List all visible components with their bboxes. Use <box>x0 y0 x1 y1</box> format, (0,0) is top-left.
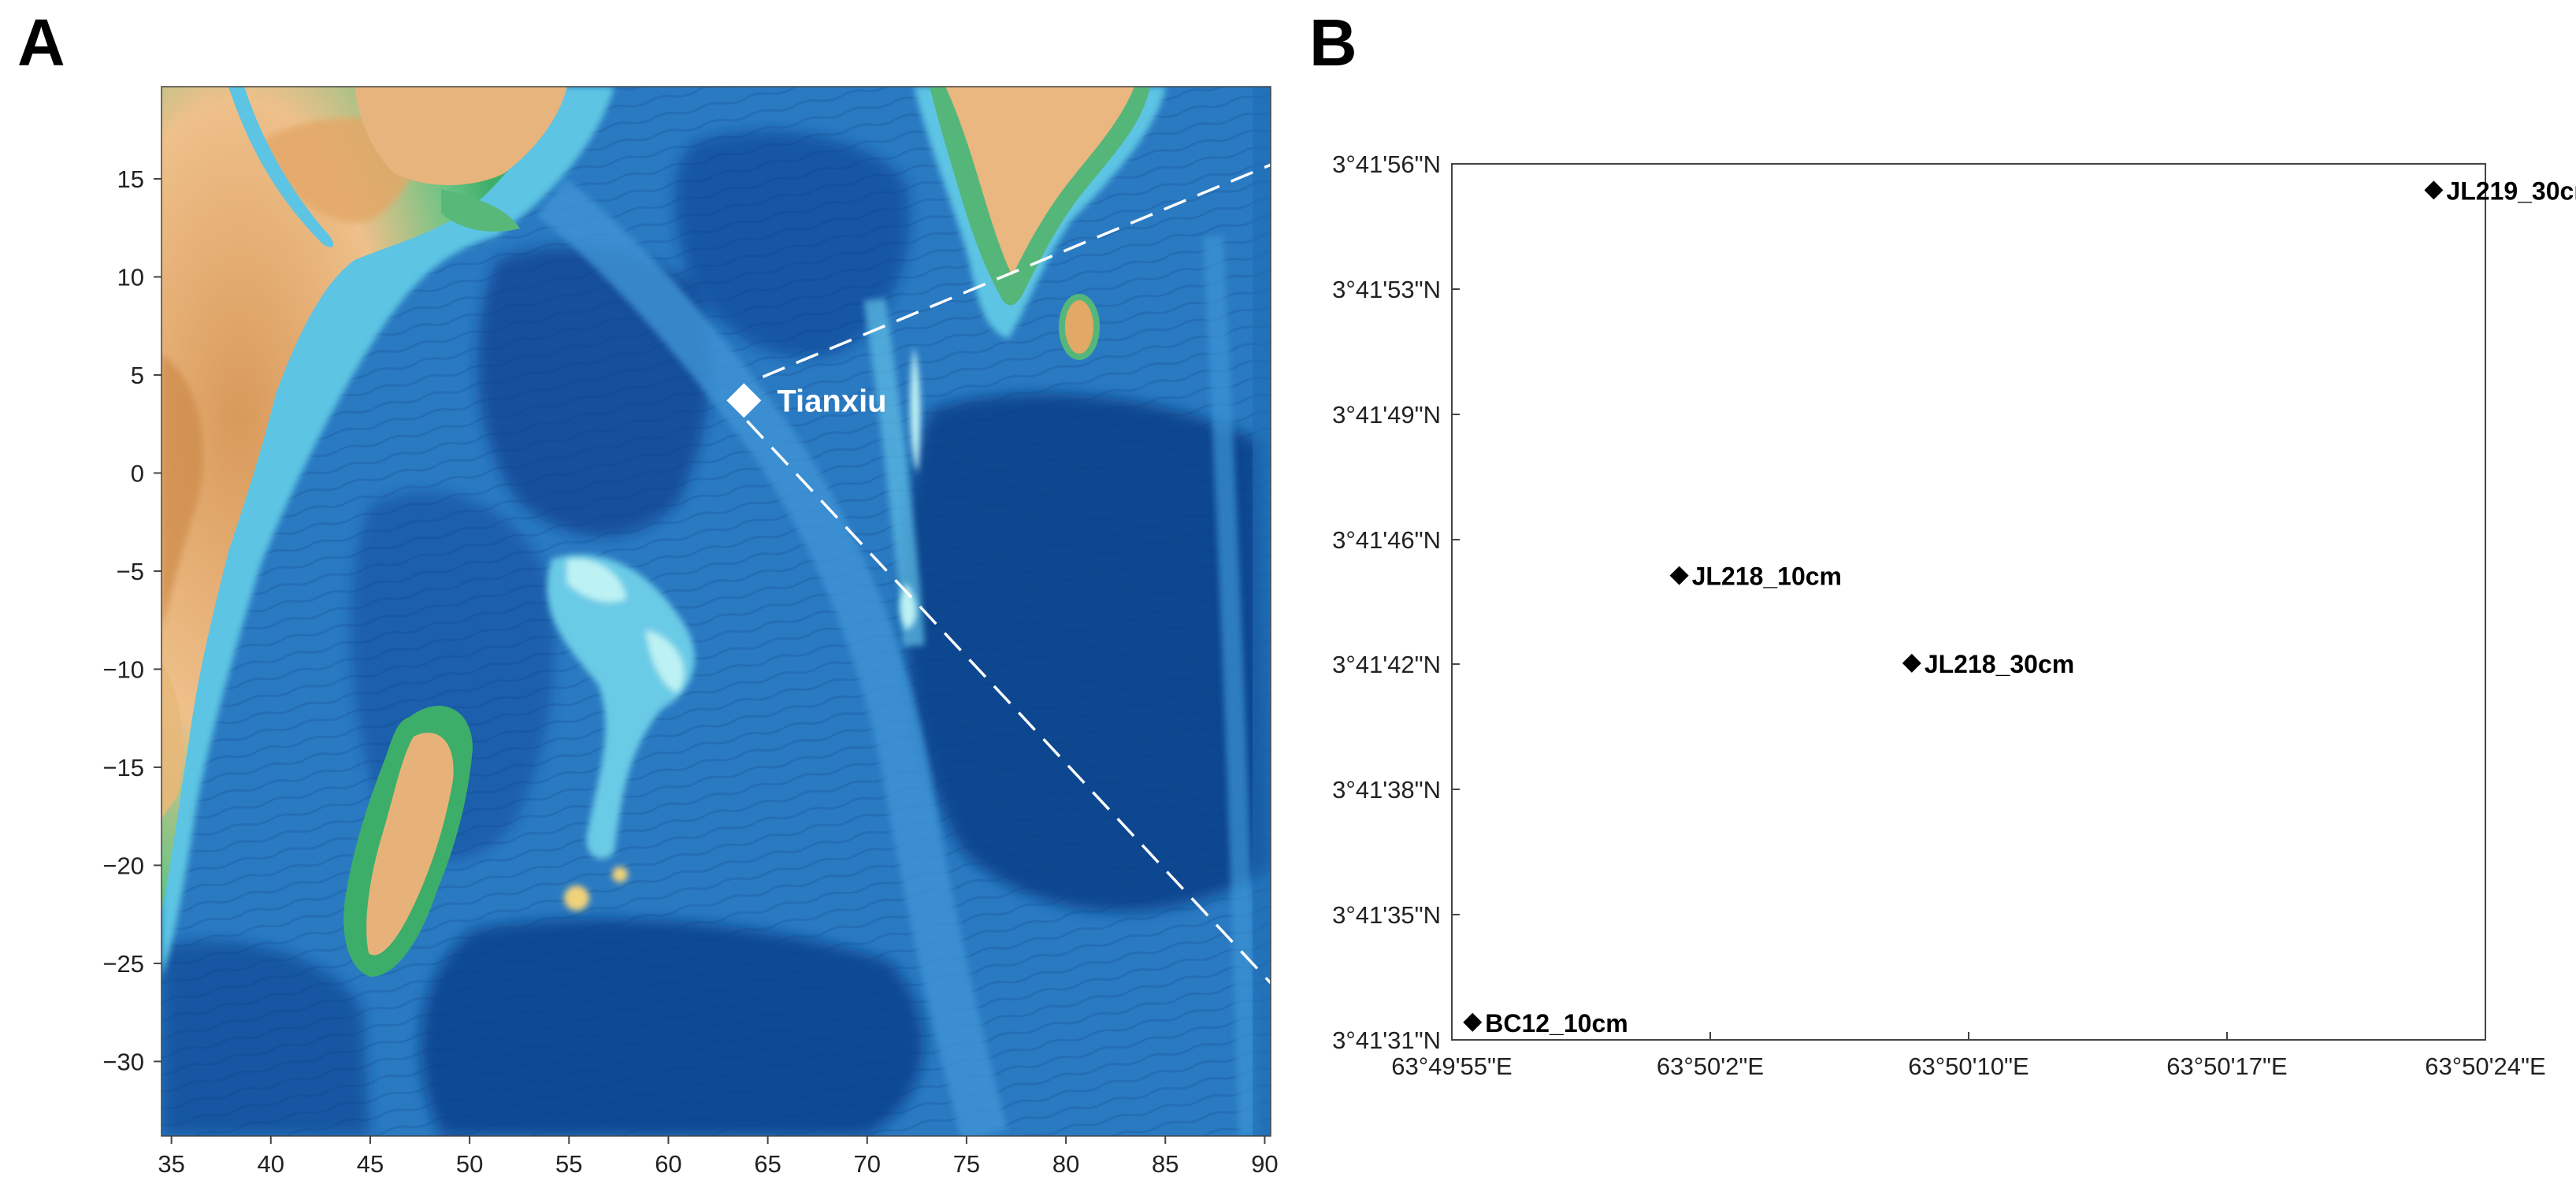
map-x-tick-label: 70 <box>854 1150 881 1178</box>
mascarene-plateau <box>547 347 921 911</box>
sample-point: JL219_30cm <box>2424 176 2576 205</box>
sample-point: JL218_30cm <box>1902 650 2074 678</box>
land-madagascar <box>343 705 473 977</box>
map-y-tick-label: 15 <box>117 165 144 193</box>
sample-label: JL218_30cm <box>1925 650 2074 678</box>
map-x-tick-label: 60 <box>655 1150 681 1178</box>
map-y-tick-label: −5 <box>117 558 144 585</box>
map-x-tick-label: 40 <box>258 1150 284 1178</box>
panel-b-letter: B <box>1309 6 1357 80</box>
sample-x-tick-label: 63°50'10"E <box>1908 1052 2029 1080</box>
map-x-tick-label: 55 <box>555 1150 582 1178</box>
sample-diamond-icon <box>1463 1012 1483 1032</box>
dashed-line-northeast <box>762 163 1271 378</box>
map-y-tick-label: 10 <box>117 264 144 291</box>
dashed-track-lines <box>746 163 1271 984</box>
sample-y-tick-label: 3°41'31"N <box>1332 1026 1441 1054</box>
map-y-tick-label: 5 <box>131 362 144 389</box>
sample-x-tick-label: 63°50'17"E <box>2166 1052 2287 1080</box>
sample-y-tick-label: 3°41'35"N <box>1332 901 1441 929</box>
sample-plot-frame <box>1451 163 2486 1041</box>
map-y-tick-label: −20 <box>102 852 144 879</box>
sample-label: JL219_30cm <box>2446 176 2576 205</box>
sample-diamond-icon <box>1669 566 1689 585</box>
sample-x-axis: 63°49'55"E 63°50'2"E 63°50'10"E 63°50'17"E 6… <box>1391 1032 2546 1080</box>
sample-y-tick-label: 3°41'53"N <box>1332 276 1441 303</box>
map-x-tick-label: 90 <box>1251 1150 1278 1178</box>
map-y-tick-label: −30 <box>102 1048 144 1075</box>
dashed-line-southeast <box>746 420 1271 984</box>
sample-point: JL218_10cm <box>1669 562 1842 591</box>
sample-y-axis: 3°41'56"N 3°41'53"N 3°41'49"N 3°41'46"N 3°41… <box>1332 150 1460 1054</box>
sample-diamond-icon <box>2424 180 2444 200</box>
sample-y-tick-label: 3°41'42"N <box>1332 651 1441 678</box>
sample-points: JL219_30cm JL218_10cm JL218_30cm BC12_10cm <box>1463 176 2576 1038</box>
map-x-tick-label: 85 <box>1152 1150 1179 1178</box>
sample-x-tick-label: 63°50'24"E <box>2425 1052 2545 1080</box>
map-x-tick-label: 45 <box>357 1150 384 1178</box>
map-y-tick-label: 0 <box>131 459 144 487</box>
map-y-tick-label: −25 <box>102 950 144 978</box>
sample-y-tick-label: 3°41'38"N <box>1332 776 1441 804</box>
map-x-tick-label: 65 <box>754 1150 781 1178</box>
map-x-tick-label: 75 <box>953 1150 980 1178</box>
map-x-tick-label: 35 <box>158 1150 184 1178</box>
map-y-axis: 15 10 5 0 −5 −10 −15 −20 −25 −30 <box>102 165 161 1075</box>
sample-point: BC12_10cm <box>1463 1009 1628 1038</box>
sample-label: JL218_10cm <box>1692 562 1842 591</box>
map-x-tick-label: 80 <box>1052 1150 1079 1178</box>
sample-y-tick-label: 3°41'56"N <box>1332 150 1441 178</box>
map-y-tick-label: −15 <box>102 754 144 781</box>
sample-x-tick-label: 63°50'2"E <box>1657 1052 1764 1080</box>
map-y-tick-label: −10 <box>102 655 144 683</box>
site-label: Tianxiu <box>777 384 886 418</box>
bathymetry-map <box>161 87 1271 1136</box>
sample-y-tick-label: 3°41'49"N <box>1332 401 1441 429</box>
map-frame <box>161 86 1271 1137</box>
sample-x-tick-label: 63°49'55"E <box>1391 1052 1512 1080</box>
map-x-axis: 35 40 45 50 55 60 65 70 75 80 85 90 <box>158 1136 1279 1178</box>
land-india <box>930 87 1150 360</box>
sample-label: BC12_10cm <box>1485 1009 1628 1038</box>
panel-a-letter: A <box>17 6 65 80</box>
map-x-tick-label: 50 <box>456 1150 483 1178</box>
tianxiu-site-marker: Tianxiu <box>726 383 887 418</box>
sample-y-tick-label: 3°41'46"N <box>1332 526 1441 554</box>
land-africa <box>161 87 567 914</box>
sample-diamond-icon <box>1902 653 1921 673</box>
site-diamond-icon <box>726 383 762 418</box>
